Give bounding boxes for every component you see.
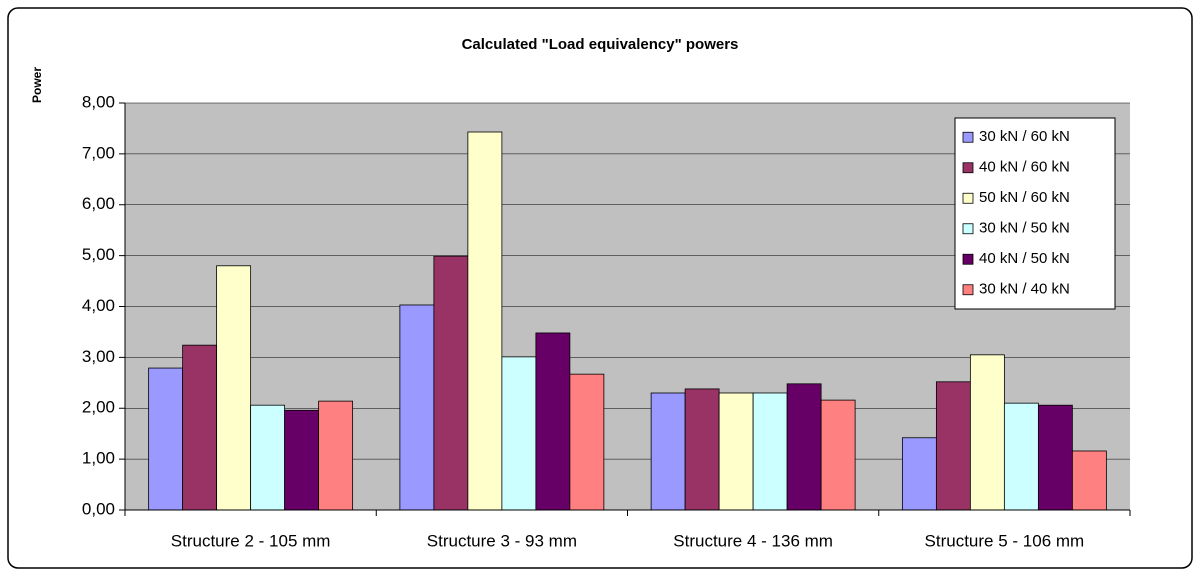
- bar: [786, 383, 822, 511]
- bar: [501, 356, 537, 511]
- legend-swatch: [962, 284, 974, 296]
- y-tick-label: 8,00: [82, 92, 115, 111]
- bar: [318, 400, 354, 511]
- legend-label: 40 kN / 50 kN: [979, 250, 1070, 267]
- y-tick-label: 2,00: [82, 398, 115, 417]
- legend-label: 40 kN / 60 kN: [979, 159, 1070, 176]
- bar: [399, 304, 435, 511]
- legend-label: 30 kN / 50 kN: [979, 220, 1070, 237]
- bar: [284, 409, 320, 511]
- x-tick-label: Structure 4 - 136 mm: [673, 531, 833, 550]
- legend-box: [954, 117, 1116, 310]
- bar: [935, 381, 971, 511]
- legend-swatch: [962, 192, 974, 204]
- y-tick-label: 7,00: [82, 143, 115, 162]
- legend-swatch: [962, 223, 974, 235]
- x-tick-label: Structure 3 - 93 mm: [427, 531, 577, 550]
- bar: [969, 354, 1005, 511]
- bar: [535, 332, 571, 511]
- legend-label: 30 kN / 60 kN: [979, 128, 1070, 145]
- bar: [433, 255, 469, 511]
- bar: [1071, 450, 1107, 511]
- x-tick-label: Structure 5 - 106 mm: [925, 531, 1085, 550]
- y-tick-label: 3,00: [82, 347, 115, 366]
- y-tick-label: 4,00: [82, 296, 115, 315]
- bar: [901, 437, 937, 511]
- bar: [148, 367, 184, 511]
- legend-swatch: [962, 162, 974, 174]
- legend-label: 30 kN / 40 kN: [979, 281, 1070, 298]
- y-tick-label: 5,00: [82, 245, 115, 264]
- y-axis-label: Power: [30, 67, 44, 103]
- bar: [182, 344, 218, 511]
- legend-swatch: [962, 253, 974, 265]
- bar: [650, 392, 686, 511]
- bar: [684, 388, 720, 511]
- bar: [216, 265, 252, 511]
- bar: [569, 373, 605, 511]
- bar: [820, 399, 856, 511]
- legend-label: 50 kN / 60 kN: [979, 189, 1070, 206]
- y-tick-label: 6,00: [82, 194, 115, 213]
- bar: [718, 392, 754, 511]
- bar: [250, 404, 286, 511]
- y-tick-label: 1,00: [82, 449, 115, 468]
- chart-title: Calculated "Load equivalency" powers: [462, 36, 739, 53]
- bar: [467, 131, 503, 511]
- bar: [1003, 402, 1039, 511]
- legend-swatch: [962, 131, 974, 143]
- bar: [1037, 404, 1073, 511]
- bar: [752, 392, 788, 511]
- y-tick-label: 0,00: [82, 499, 115, 518]
- x-tick-label: Structure 2 - 105 mm: [171, 531, 331, 550]
